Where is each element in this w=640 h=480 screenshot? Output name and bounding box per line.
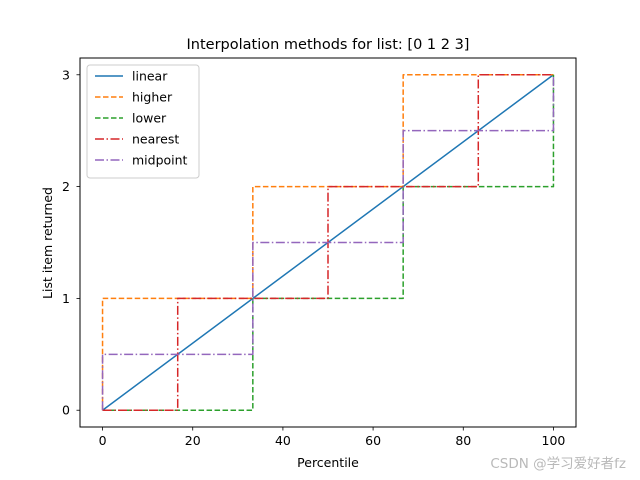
x-tick-label: 20 xyxy=(185,433,201,448)
series-line-lower xyxy=(102,74,555,411)
y-axis-label: List item returned xyxy=(40,187,55,299)
x-tick-label: 40 xyxy=(275,433,291,448)
legend-box xyxy=(86,64,200,179)
watermark-text: CSDN @学习爱好者fz xyxy=(490,456,626,472)
series-line-midpoint xyxy=(101,74,555,411)
chart-title: Interpolation methods for list: [0 1 2 3… xyxy=(187,37,470,53)
y-tick-label: 3 xyxy=(62,67,70,82)
y-tick-label: 2 xyxy=(62,179,70,194)
x-tick-label: 100 xyxy=(542,433,566,448)
legend-label-lower: lower xyxy=(132,111,167,126)
x-tick-label: 0 xyxy=(99,433,107,448)
legend-label-higher: higher xyxy=(132,90,173,105)
legend-label-midpoint: midpoint xyxy=(132,153,188,168)
plot-frame xyxy=(79,57,577,428)
x-axis-ticks: 0 20 40 60 80 100 xyxy=(99,427,566,448)
y-axis-ticks: 0 1 2 3 xyxy=(62,67,80,418)
legend: linear higher lower nearest midpoint xyxy=(86,64,200,179)
y-tick-label: 0 xyxy=(62,403,70,418)
y-tick-label: 1 xyxy=(62,291,70,306)
x-tick-label: 60 xyxy=(365,433,381,448)
series-line-higher xyxy=(101,74,554,411)
plot-lines xyxy=(101,74,555,411)
legend-label-nearest: nearest xyxy=(132,132,179,147)
legend-label-linear: linear xyxy=(132,69,168,84)
x-axis-label: Percentile xyxy=(297,455,359,470)
x-tick-label: 80 xyxy=(455,433,471,448)
